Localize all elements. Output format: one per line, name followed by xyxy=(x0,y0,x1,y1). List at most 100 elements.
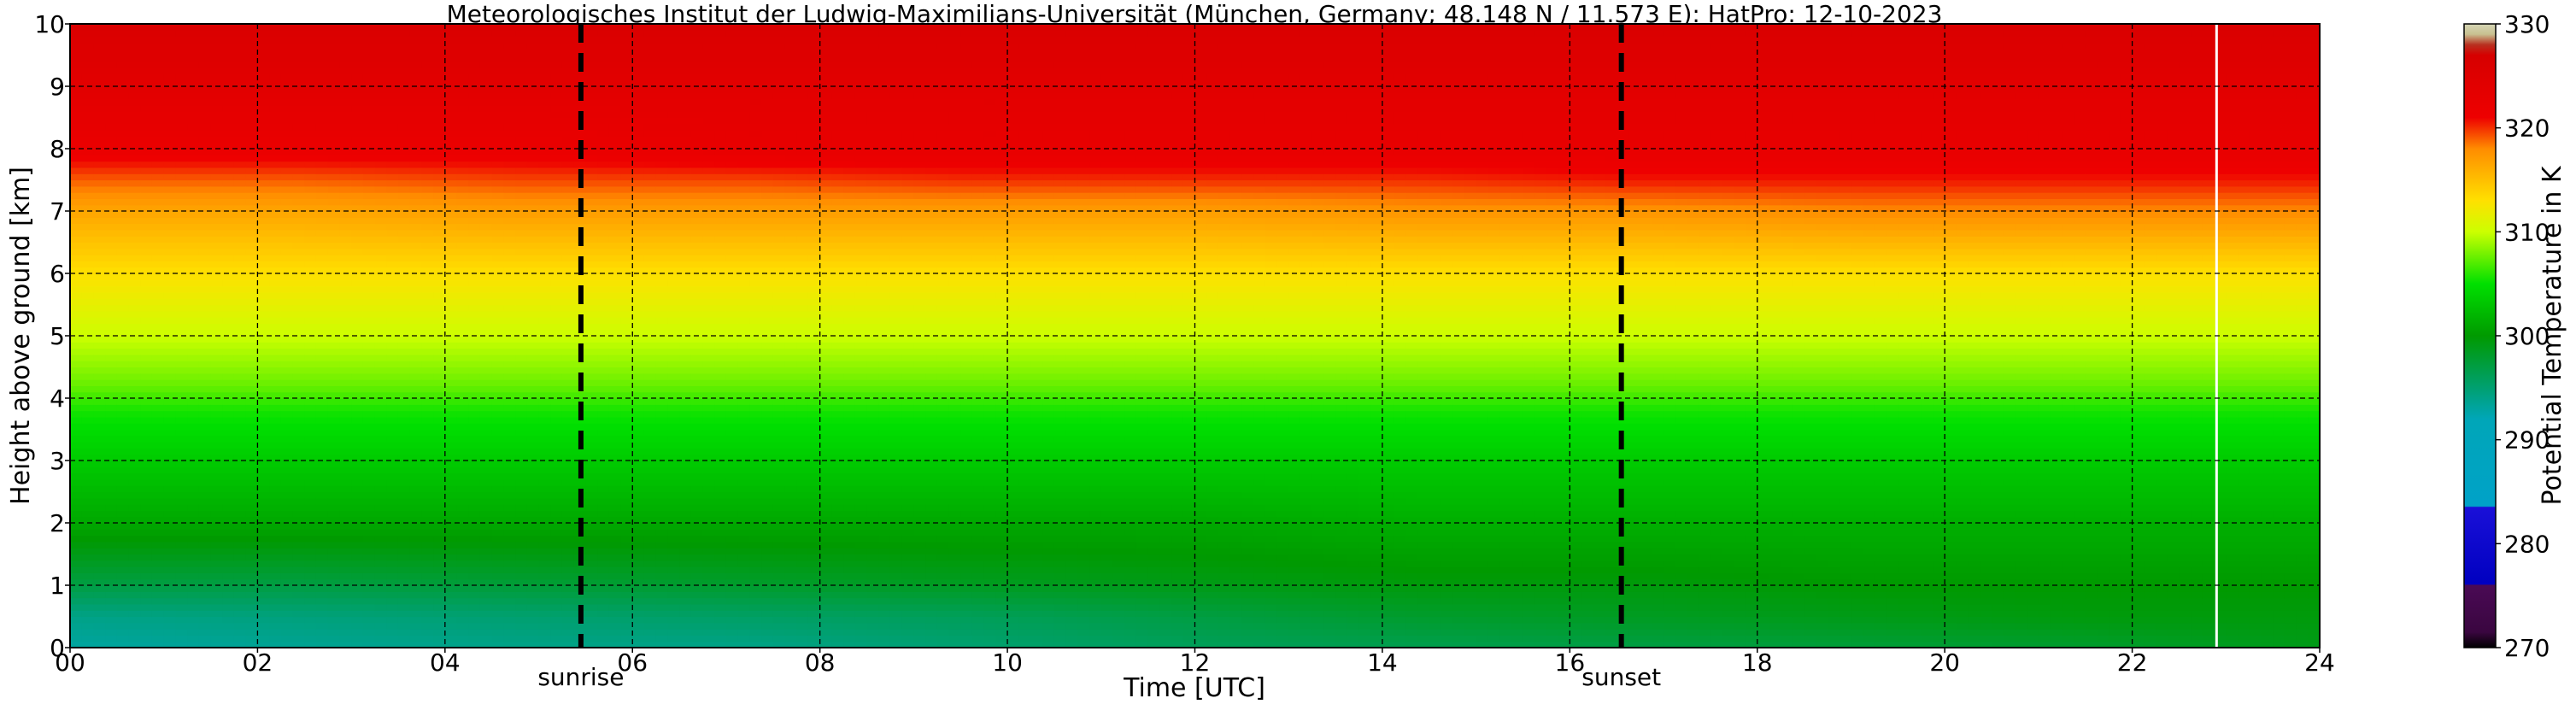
heatmap-cell xyxy=(456,423,469,431)
heatmap-cell xyxy=(257,423,270,431)
heatmap-cell xyxy=(550,504,563,511)
heatmap-cell xyxy=(210,167,223,174)
heatmap-cell xyxy=(351,466,364,474)
heatmap-cell xyxy=(538,472,551,480)
heatmap-cell xyxy=(292,317,305,324)
heatmap-cell xyxy=(128,117,141,125)
heatmap-cell xyxy=(597,61,610,68)
heatmap-cell xyxy=(421,385,434,393)
heatmap-cell xyxy=(503,622,516,630)
heatmap-cell xyxy=(315,30,329,38)
heatmap-cell xyxy=(491,597,504,605)
heatmap-cell xyxy=(280,641,294,648)
heatmap-cell xyxy=(526,273,540,280)
heatmap-cell xyxy=(304,516,317,524)
heatmap-cell xyxy=(280,478,294,486)
heatmap-cell xyxy=(503,242,516,249)
heatmap-cell xyxy=(351,472,364,480)
heatmap-cell xyxy=(269,442,282,449)
heatmap-cell xyxy=(198,92,212,100)
heatmap-cell xyxy=(233,86,247,93)
heatmap-cell xyxy=(444,248,458,255)
heatmap-cell xyxy=(632,86,645,93)
heatmap-cell xyxy=(362,192,376,199)
heatmap-cell xyxy=(433,67,446,74)
heatmap-cell xyxy=(573,161,586,168)
heatmap-cell xyxy=(280,36,294,44)
heatmap-cell xyxy=(479,361,493,368)
heatmap-cell xyxy=(643,285,657,293)
heatmap-cell xyxy=(397,523,411,530)
heatmap-cell xyxy=(116,416,130,424)
heatmap-cell xyxy=(409,211,422,218)
heatmap-cell xyxy=(362,591,376,599)
heatmap-cell xyxy=(128,641,141,648)
heatmap-cell xyxy=(632,317,645,324)
heatmap-cell xyxy=(526,223,540,231)
heatmap-cell xyxy=(515,298,528,306)
heatmap-cell xyxy=(468,342,481,349)
heatmap-cell xyxy=(210,173,223,181)
heatmap-cell xyxy=(292,535,305,543)
heatmap-cell xyxy=(233,155,247,162)
heatmap-cell xyxy=(374,466,387,474)
heatmap-cell xyxy=(444,348,458,355)
heatmap-cell xyxy=(515,578,528,586)
heatmap-cell xyxy=(151,79,165,87)
heatmap-cell xyxy=(491,217,504,225)
heatmap-cell xyxy=(245,123,259,131)
heatmap-cell xyxy=(198,310,212,318)
heatmap-cell xyxy=(456,548,469,555)
heatmap-cell xyxy=(269,261,282,268)
heatmap-cell xyxy=(386,404,399,412)
heatmap-cell xyxy=(81,86,95,93)
heatmap-cell xyxy=(386,310,399,318)
heatmap-cell xyxy=(397,410,411,418)
heatmap-cell xyxy=(515,73,528,81)
heatmap-cell xyxy=(643,497,657,505)
heatmap-cell xyxy=(70,585,83,592)
heatmap-cell xyxy=(245,379,259,386)
heatmap-cell xyxy=(526,130,540,137)
heatmap-cell xyxy=(468,516,481,524)
heatmap-cell xyxy=(386,111,399,119)
heatmap-cell xyxy=(315,529,329,537)
heatmap-cell xyxy=(198,104,212,112)
heatmap-cell xyxy=(456,448,469,455)
heatmap-cell xyxy=(175,435,188,443)
heatmap-cell xyxy=(327,466,341,474)
heatmap-cell xyxy=(433,267,446,274)
heatmap-cell xyxy=(479,560,493,567)
heatmap-cell xyxy=(526,229,540,237)
heatmap-cell xyxy=(409,585,422,592)
heatmap-cell xyxy=(210,379,223,386)
heatmap-cell xyxy=(597,136,610,144)
heatmap-cell xyxy=(585,336,598,343)
heatmap-cell xyxy=(526,535,540,543)
heatmap-cell xyxy=(269,635,282,642)
heatmap-cell xyxy=(327,298,341,306)
heatmap-cell xyxy=(233,92,247,100)
heatmap-cell xyxy=(608,167,622,174)
heatmap-cell xyxy=(632,466,645,474)
heatmap-cell xyxy=(409,404,422,412)
heatmap-cell xyxy=(128,248,141,255)
heatmap-cell xyxy=(409,67,422,74)
heatmap-cell xyxy=(245,42,259,50)
heatmap-cell xyxy=(444,136,458,144)
heatmap-cell xyxy=(280,136,294,144)
heatmap-cell xyxy=(608,504,622,511)
heatmap-cell xyxy=(210,641,223,648)
heatmap-cell xyxy=(327,572,341,580)
heatmap-cell xyxy=(491,161,504,168)
heatmap-cell xyxy=(585,261,598,268)
heatmap-cell xyxy=(515,42,528,50)
heatmap-cell xyxy=(81,255,95,261)
heatmap-cell xyxy=(210,185,223,193)
heatmap-cell xyxy=(140,510,153,518)
heatmap-cell xyxy=(175,504,188,511)
heatmap-cell xyxy=(269,516,282,524)
heatmap-cell xyxy=(597,111,610,119)
heatmap-cell xyxy=(538,610,551,618)
heatmap-cell xyxy=(620,504,633,511)
